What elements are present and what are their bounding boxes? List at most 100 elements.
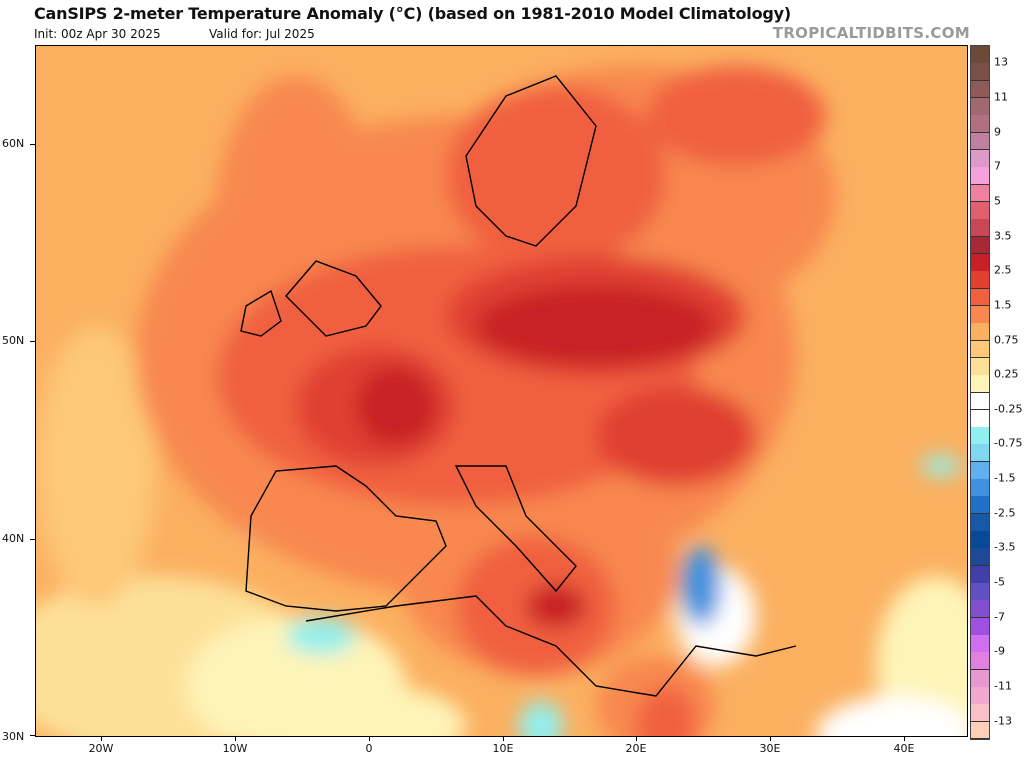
colorbar-bin: [971, 565, 989, 584]
colorbar-bin: [971, 669, 989, 688]
colorbar-bin: [971, 288, 989, 307]
colorbar-bin: [971, 479, 989, 497]
lon-tick: [503, 737, 504, 741]
colorbar-label: -0.25: [994, 402, 1023, 416]
anomaly-contour: [526, 584, 586, 628]
coastline: [240, 289, 282, 337]
colorbar-bin: [971, 340, 989, 359]
colorbar-bin: [971, 548, 989, 567]
colorbar-bin: [971, 219, 989, 238]
lat-tick: [30, 144, 35, 145]
lon-tick: [636, 737, 637, 741]
colorbar-bin: [971, 496, 989, 515]
lon-tick: [770, 737, 771, 741]
anomaly-contour: [681, 546, 721, 626]
colorbar-bin: [971, 63, 989, 82]
lat-tick: [30, 735, 35, 736]
lat-label: 60N: [2, 137, 25, 150]
colorbar-bin: [971, 617, 989, 636]
coastline: [285, 260, 382, 337]
colorbar: [970, 45, 990, 740]
colorbar-bin: [971, 80, 989, 99]
coastline: [245, 465, 447, 612]
colorbar-bin: [971, 635, 989, 653]
colorbar-bin: [971, 167, 989, 186]
lat-label: 50N: [2, 334, 25, 347]
colorbar-bin: [971, 531, 989, 549]
lat-tick: [30, 539, 35, 540]
colorbar-label: -5: [994, 575, 1005, 589]
lon-label: 0: [365, 742, 373, 755]
colorbar-bin: [971, 427, 989, 445]
colorbar-bin: [971, 236, 989, 255]
colorbar-bin: [971, 392, 989, 411]
colorbar-label: 7: [994, 159, 1001, 173]
colorbar-bin: [971, 184, 989, 203]
colorbar-label: -1.5: [994, 471, 1016, 485]
lon-label: 40E: [893, 742, 915, 755]
colorbar-bin: [971, 115, 989, 134]
lon-tick: [904, 737, 905, 741]
colorbar-label: -9: [994, 644, 1005, 658]
colorbar-label: 9: [994, 125, 1001, 139]
lon-label: 30E: [759, 742, 781, 755]
colorbar-label: -2.5: [994, 506, 1016, 520]
colorbar-bin: [971, 461, 989, 480]
colorbar-bin: [971, 97, 989, 116]
anomaly-field: [36, 46, 967, 736]
anomaly-contour: [36, 326, 156, 606]
lon-tick: [235, 737, 236, 741]
colorbar-bin: [971, 201, 989, 220]
valid-time: Valid for: Jul 2025: [209, 27, 315, 41]
anomaly-contour: [356, 366, 436, 446]
colorbar-bin: [971, 409, 989, 428]
colorbar-bin: [971, 513, 989, 532]
colorbar-bin: [971, 687, 989, 705]
anomaly-contour: [519, 701, 563, 736]
anomaly-contour: [286, 686, 466, 736]
colorbar-bin: [971, 132, 989, 151]
colorbar-bin: [971, 271, 989, 290]
colorbar-bin: [971, 253, 989, 272]
colorbar-label: -11: [994, 679, 1012, 693]
colorbar-bin: [971, 704, 989, 723]
colorbar-label: 2.5: [994, 263, 1012, 277]
coastline: [305, 595, 797, 697]
coastline: [465, 75, 597, 247]
anomaly-contour: [876, 576, 967, 736]
anomaly-contour: [646, 66, 826, 166]
watermark: TROPICALTIDBITS.COM: [772, 24, 970, 42]
colorbar-label: -3.5: [994, 540, 1016, 554]
anomaly-contour: [636, 686, 696, 736]
anomaly-map: [35, 45, 968, 737]
colorbar-label: 3.5: [994, 229, 1012, 243]
anomaly-contour: [816, 696, 967, 736]
colorbar-bin: [971, 375, 989, 393]
lon-tick: [101, 737, 102, 741]
coastline: [454, 465, 577, 593]
lat-tick: [30, 341, 35, 342]
anomaly-contour: [921, 456, 961, 476]
anomaly-contour: [286, 618, 356, 654]
colorbar-bin: [971, 583, 989, 601]
lat-label: 30N: [2, 730, 25, 743]
colorbar-label: -0.75: [994, 436, 1023, 450]
map-title: CanSIPS 2-meter Temperature Anomaly (°C)…: [34, 4, 791, 23]
colorbar-bin: [971, 652, 989, 671]
lon-label: 10W: [222, 742, 248, 755]
colorbar-bin: [971, 357, 989, 376]
colorbar-bin: [971, 149, 989, 168]
lon-label: 20E: [625, 742, 647, 755]
colorbar-label: -13: [994, 714, 1012, 728]
colorbar-label: 1.5: [994, 298, 1012, 312]
colorbar-label: 5: [994, 194, 1001, 208]
colorbar-bin: [971, 444, 989, 463]
anomaly-contour: [446, 86, 666, 266]
lat-label: 40N: [2, 532, 25, 545]
colorbar-label: 0.75: [994, 333, 1019, 347]
colorbar-label: 13: [994, 55, 1008, 69]
colorbar-label: 11: [994, 90, 1008, 104]
colorbar-bin: [971, 323, 989, 341]
colorbar-bin: [971, 46, 989, 64]
init-time: Init: 00z Apr 30 2025: [34, 27, 161, 41]
